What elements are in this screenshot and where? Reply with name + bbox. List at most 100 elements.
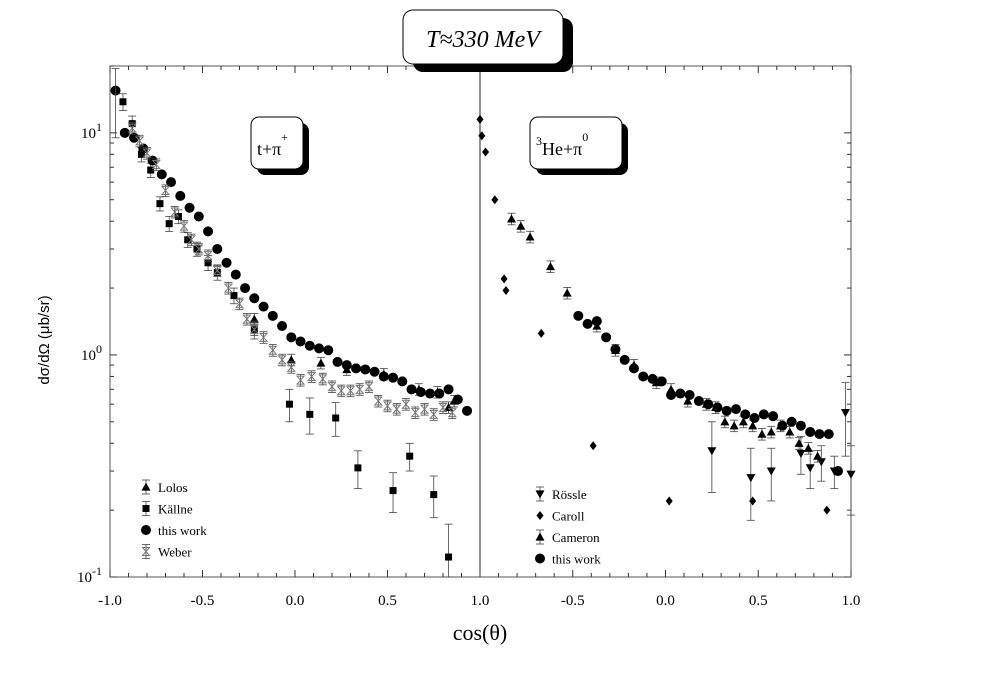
legend-marker <box>535 553 545 564</box>
data-point <box>601 332 612 343</box>
data-point <box>823 505 831 515</box>
series-right-caroll <box>476 114 831 515</box>
data-point <box>813 451 823 460</box>
legend-marker <box>535 490 545 499</box>
data-point <box>777 420 788 431</box>
y-tick-label-base: 10 <box>81 348 96 364</box>
data-point <box>840 408 850 418</box>
data-point <box>425 388 436 399</box>
x-tick-label: 0.5 <box>749 593 768 609</box>
data-point <box>684 390 695 401</box>
data-point <box>373 396 383 406</box>
data-point <box>223 283 234 293</box>
data-point <box>137 150 145 158</box>
legend-marker <box>536 511 544 520</box>
y-tick-label-base: 10 <box>81 126 96 142</box>
data-point <box>429 409 439 419</box>
data-point <box>628 363 639 374</box>
x-tick-label: 1.0 <box>471 593 490 609</box>
data-point <box>738 417 748 426</box>
data-point <box>230 292 238 300</box>
data-point <box>204 259 212 267</box>
data-point <box>165 220 173 228</box>
data-point <box>748 421 758 430</box>
data-point <box>491 195 499 205</box>
data-point <box>314 343 325 354</box>
x-axis-left: -1.0 -0.5 0.0 0.5 1.0 <box>98 66 489 609</box>
data-point <box>170 207 180 217</box>
data-point <box>193 211 204 222</box>
data-point <box>360 364 371 375</box>
data-point <box>175 190 186 201</box>
data-point <box>304 340 315 351</box>
data-point <box>545 262 555 271</box>
data-point <box>318 374 328 384</box>
data-point <box>675 388 686 399</box>
data-point <box>277 355 287 365</box>
data-point <box>134 136 145 146</box>
panel-label-text: 3He+π0 <box>536 130 588 159</box>
data-point <box>656 376 667 387</box>
legend-entry: this work <box>552 552 601 567</box>
data-point <box>369 366 380 377</box>
legend-entry: Weber <box>158 545 192 560</box>
chart-title: T≈330 MeV <box>402 9 573 72</box>
data-point <box>647 373 658 384</box>
data-point <box>160 186 171 196</box>
x-tick-label: 0.5 <box>378 593 397 609</box>
data-point <box>119 98 127 106</box>
data-point <box>805 426 816 437</box>
data-point <box>794 438 804 447</box>
data-point <box>757 429 767 438</box>
y-tick-label-exp: 1 <box>96 120 102 134</box>
legend-entry: Cameron <box>552 530 600 545</box>
x-tick-label: 0.0 <box>286 593 305 609</box>
data-point <box>768 411 779 422</box>
data-point <box>766 467 776 476</box>
data-point <box>430 491 438 499</box>
data-point <box>537 328 545 338</box>
data-point <box>212 265 222 275</box>
data-point <box>351 363 362 374</box>
data-point <box>156 169 167 180</box>
y-tick-label: 10-1 <box>77 564 102 586</box>
data-point <box>285 400 293 408</box>
legend-marker <box>535 532 545 541</box>
data-point <box>785 427 795 436</box>
data-point <box>341 360 352 371</box>
data-point <box>525 232 535 241</box>
legend-marker <box>142 505 150 512</box>
series-right-this-work <box>573 310 844 477</box>
panel-label-box <box>529 116 623 170</box>
legend-marker <box>141 525 151 535</box>
data-point <box>786 416 797 427</box>
legend-entry: Källne <box>158 502 193 517</box>
data-point <box>119 127 130 138</box>
x-tick-label: -0.5 <box>561 593 585 609</box>
y-axis-title: dσ/dΩ (μb/sr) <box>36 295 53 384</box>
data-point <box>194 244 204 254</box>
data-point <box>240 283 251 294</box>
series-right-cameron <box>507 212 823 463</box>
series-right-r-ssle <box>707 382 856 521</box>
data-point <box>184 202 195 213</box>
data-point <box>766 427 776 436</box>
data-point <box>746 474 756 483</box>
data-point <box>392 404 402 414</box>
data-point <box>151 160 161 170</box>
y-tick-label-exp: -1 <box>92 564 102 578</box>
data-point <box>406 452 414 460</box>
legend-entry: Rössle <box>552 487 587 502</box>
data-point <box>166 177 177 188</box>
legend-marker <box>141 547 151 556</box>
data-point <box>434 388 445 399</box>
x-axis-title: cos(θ) <box>453 620 508 645</box>
data-point <box>127 123 137 133</box>
panel-label-box <box>250 116 304 170</box>
data-point <box>410 408 420 418</box>
data-point <box>758 409 769 420</box>
data-point <box>316 358 326 367</box>
data-point <box>277 320 288 331</box>
x-tick-label: 1.0 <box>842 593 861 609</box>
